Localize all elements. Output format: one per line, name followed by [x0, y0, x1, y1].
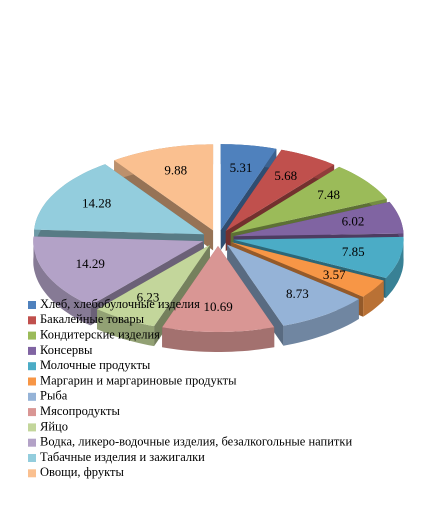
- legend-label: Хлеб, хлебобулочные изделия: [40, 297, 200, 311]
- legend-label: Бакалейные товары: [40, 312, 145, 326]
- legend-swatch: [28, 423, 36, 432]
- slice: [233, 201, 404, 237]
- slice-side: [33, 236, 91, 326]
- legend-label: Мясопродукты: [40, 404, 120, 418]
- data-label: 14.28: [82, 195, 111, 210]
- legend-swatch: [28, 346, 36, 355]
- data-label: 14.29: [76, 256, 105, 271]
- data-label: 5.68: [274, 168, 297, 183]
- legend-label: Молочные продукты: [40, 358, 151, 372]
- legend-label: Овощи, фрукты: [40, 465, 124, 479]
- legend-label: Кондитерские изделия: [40, 327, 160, 341]
- slice: [97, 244, 210, 347]
- data-label: 7.48: [317, 187, 340, 202]
- slice-side: [283, 299, 359, 346]
- legend-swatch: [28, 469, 36, 478]
- slice-side: [385, 236, 404, 298]
- slice: [33, 236, 204, 306]
- legend-swatch: [28, 392, 36, 401]
- legend-swatch: [28, 316, 36, 325]
- data-label: 6.23: [137, 289, 160, 304]
- data-label: 5.31: [230, 160, 253, 175]
- slice-side: [363, 280, 384, 317]
- slice: [233, 236, 404, 278]
- legend-label: Яйцо: [40, 419, 68, 433]
- legend-swatch: [28, 438, 36, 447]
- slice: [34, 164, 205, 255]
- legend-swatch: [28, 377, 36, 386]
- legend-label: Маргарин и маргариновые продукты: [40, 373, 237, 387]
- pie: 5.31 5.68 7.486.02 7.85 3.57 8.73 10.69 6.23 14.…: [33, 144, 404, 352]
- slice: [227, 244, 359, 326]
- legend-swatch: [28, 331, 36, 340]
- data-label: 10.69: [204, 299, 233, 314]
- slice: [225, 149, 335, 231]
- slice-side: [97, 309, 155, 347]
- legend-swatch: [28, 408, 36, 417]
- slice: [97, 244, 210, 327]
- legend-label: Водка, ликеро-водочные изделия, безалког…: [40, 435, 352, 449]
- slice: [231, 242, 384, 297]
- data-label: 3.57: [323, 267, 346, 282]
- slice: [220, 144, 277, 231]
- legend-swatch: [28, 362, 36, 371]
- data-label: 6.02: [342, 214, 365, 229]
- legend-label: Табачные изделия и зажигалки: [40, 450, 205, 464]
- data-label: 8.73: [286, 286, 309, 301]
- slice: [114, 144, 214, 231]
- slice: [162, 246, 275, 352]
- data-label: 9.88: [164, 162, 187, 177]
- slice: [230, 166, 387, 234]
- legend-label: Консервы: [40, 343, 93, 357]
- legend-label: Рыба: [40, 389, 68, 403]
- legend-swatch: [28, 301, 36, 309]
- slice: [162, 246, 275, 332]
- slice: [34, 164, 205, 235]
- data-label: 7.85: [342, 244, 365, 259]
- legend-swatch: [28, 454, 36, 462]
- slice-side: [162, 327, 275, 352]
